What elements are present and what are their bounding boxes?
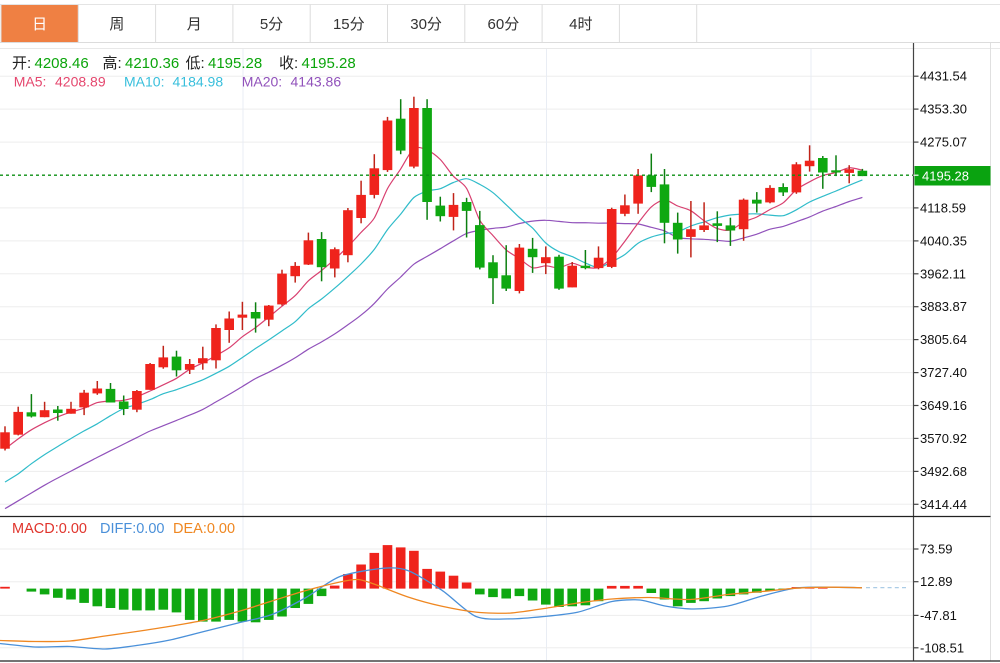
svg-text:-47.81: -47.81 bbox=[920, 608, 957, 623]
svg-text:-108.51: -108.51 bbox=[920, 640, 964, 655]
svg-text:60分: 60分 bbox=[488, 16, 520, 33]
svg-text:73.59: 73.59 bbox=[920, 542, 953, 557]
svg-text:3883.87: 3883.87 bbox=[920, 299, 967, 314]
svg-text:4353.30: 4353.30 bbox=[920, 102, 967, 117]
svg-text:日: 日 bbox=[32, 16, 47, 33]
svg-text:3492.68: 3492.68 bbox=[920, 464, 967, 479]
svg-text:3649.16: 3649.16 bbox=[920, 398, 967, 413]
svg-text:3414.44: 3414.44 bbox=[920, 497, 967, 512]
svg-text:5分: 5分 bbox=[260, 16, 283, 33]
svg-text:12.89: 12.89 bbox=[920, 574, 953, 589]
svg-text:周: 周 bbox=[109, 16, 124, 33]
svg-text:15分: 15分 bbox=[333, 16, 365, 33]
svg-text:4040.35: 4040.35 bbox=[920, 233, 967, 248]
svg-text:月: 月 bbox=[187, 16, 202, 33]
svg-text:4431.54: 4431.54 bbox=[920, 69, 967, 84]
svg-text:3570.92: 3570.92 bbox=[920, 431, 967, 446]
svg-text:4118.59: 4118.59 bbox=[920, 200, 966, 215]
svg-text:4275.07: 4275.07 bbox=[920, 135, 967, 150]
svg-text:4195.28: 4195.28 bbox=[922, 169, 969, 184]
svg-text:30分: 30分 bbox=[410, 16, 442, 33]
svg-text:3727.40: 3727.40 bbox=[920, 365, 967, 380]
svg-text:开:4208.46高:4210.36低:4195.28收:4: 开: 4208.46 高: 4210.36 低: 4195.28 收: 4195.28 bbox=[12, 55, 356, 72]
svg-text:4时: 4时 bbox=[569, 16, 592, 33]
svg-text:3962.11: 3962.11 bbox=[920, 266, 966, 281]
svg-text:3805.64: 3805.64 bbox=[920, 332, 967, 347]
